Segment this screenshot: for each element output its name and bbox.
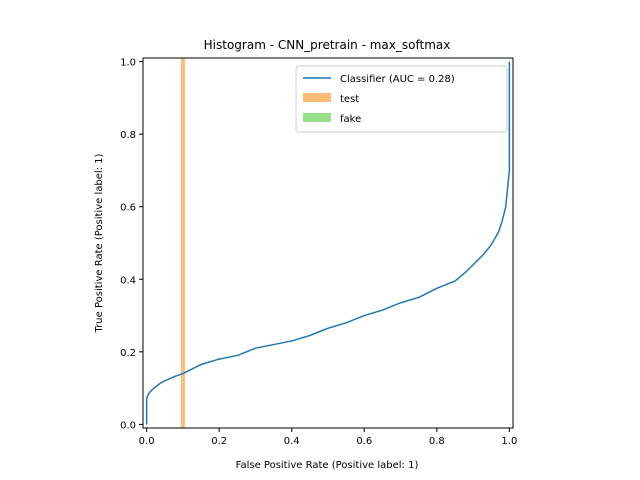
chart-title: Histogram - CNN_pretrain - max_softmax [204,38,451,52]
y-tick-label: 0.8 [120,130,136,141]
x-axis-label: False Positive Rate (Positive label: 1) [236,460,419,471]
series-line-classifier [145,61,511,425]
legend-frame [295,65,508,133]
legend-swatch-test [303,93,331,102]
legend-label-classifier: Classifier (AUC = 0.28) [340,74,455,85]
y-tick-label: 1.0 [120,58,136,69]
x-axis: 0.0 0.2 0.4 0.6 0.8 1.0 [139,428,517,447]
x-tick-label: 0.0 [139,436,155,447]
y-tick-label: 0.0 [120,420,136,431]
x-tick-label: 1.0 [501,436,517,447]
y-tick-label: 0.2 [120,348,136,359]
x-tick-label: 0.8 [429,436,445,447]
x-tick-label: 0.6 [356,436,372,447]
vline-test [180,58,185,428]
x-tick-label: 0.4 [284,436,300,447]
legend-label-fake: fake [340,114,361,125]
y-axis: 0.0 0.2 0.4 0.6 0.8 1.0 [120,58,143,431]
y-axis-label: True Positive Rate (Positive label: 1) [94,153,105,333]
y-tick-label: 0.4 [120,275,136,286]
x-tick-label: 0.2 [211,436,227,447]
legend-label-test: test [340,94,359,105]
axes-frame [142,57,514,429]
y-tick-label: 0.6 [120,203,136,214]
legend: Classifier (AUC = 0.28) test fake [295,65,508,133]
plot-area [142,57,514,429]
legend-swatch-fake [303,113,331,122]
